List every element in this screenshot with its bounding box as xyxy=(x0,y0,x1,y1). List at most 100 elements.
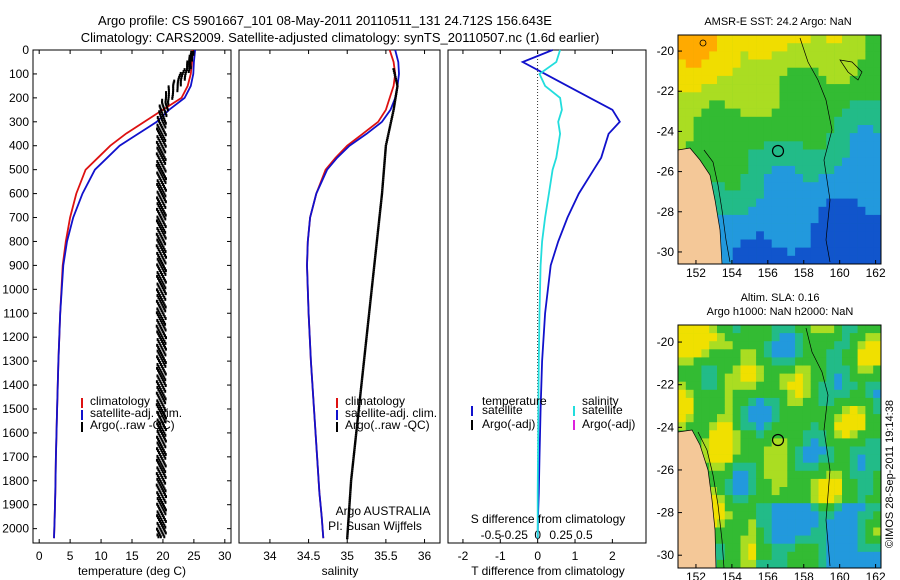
map-field-cell xyxy=(795,239,804,248)
map-field-cell xyxy=(724,116,733,126)
map-field-cell xyxy=(748,255,757,265)
map-field-cell xyxy=(787,92,796,101)
lat-tick-label: -20 xyxy=(657,335,675,349)
map-field-cell xyxy=(834,389,843,399)
map-field-cell xyxy=(857,438,866,447)
map-field-cell xyxy=(802,559,811,569)
map-field-cell xyxy=(701,341,710,350)
argo-sample-mark xyxy=(162,104,165,108)
argo-sample-mark xyxy=(163,326,166,330)
map-field-cell xyxy=(818,495,827,504)
argo-sample-mark xyxy=(350,474,353,477)
map-field-cell xyxy=(732,333,741,342)
argo-sample-mark xyxy=(394,96,397,99)
map-field-cell xyxy=(873,149,882,158)
map-field-cell xyxy=(756,92,765,101)
map-field-cell xyxy=(857,206,866,216)
map-field-cell xyxy=(873,231,882,240)
map-field-cell xyxy=(771,551,780,561)
map-field-cell xyxy=(740,141,749,150)
map-field-cell xyxy=(748,206,757,216)
argo-sample-mark xyxy=(162,385,165,389)
argo-sample-mark xyxy=(178,75,181,79)
map-field-cell xyxy=(685,406,694,415)
map-field-cell xyxy=(701,333,710,342)
depth-tick-label: 0 xyxy=(22,43,29,57)
argo-sample-mark xyxy=(157,345,160,349)
map-field-cell xyxy=(693,125,702,134)
argo-sample-mark xyxy=(156,485,159,489)
argo-sample-mark xyxy=(157,137,160,141)
argo-sample-mark xyxy=(380,190,384,193)
map-field-cell xyxy=(873,503,882,512)
map-field-cell xyxy=(740,35,749,44)
map-field-cell xyxy=(740,231,749,240)
map-field-cell xyxy=(709,75,718,85)
argo-sample-mark xyxy=(183,68,186,72)
map-field-cell xyxy=(709,365,718,374)
map-field-cell xyxy=(865,535,874,544)
argo-sample-mark xyxy=(159,435,162,439)
t-difference-xlabel: T difference from climatology xyxy=(471,564,625,578)
map-field-cell xyxy=(873,182,882,191)
map-field-cell xyxy=(748,174,757,183)
argo-sample-mark xyxy=(164,305,167,309)
map-field-cell xyxy=(810,511,819,520)
argo-sample-mark xyxy=(176,81,179,85)
argo-sample-mark xyxy=(164,230,167,234)
map-field-cell xyxy=(748,373,757,382)
map-field-cell xyxy=(818,406,827,415)
argo-sample-mark xyxy=(376,230,380,233)
map-field-cell xyxy=(787,325,796,334)
map-field-cell xyxy=(865,438,874,447)
argo-sample-mark xyxy=(162,405,165,409)
map-field-cell xyxy=(834,349,843,358)
map-field-cell xyxy=(740,349,749,358)
argo-sample-mark xyxy=(389,121,393,124)
argo-sample-mark xyxy=(158,359,161,363)
argo-sample-mark xyxy=(367,317,370,320)
map-field-cell xyxy=(810,438,819,447)
map-field-cell xyxy=(873,381,882,391)
map-field-cell xyxy=(810,35,819,44)
map-field-cell xyxy=(763,75,772,85)
argo-sample-mark xyxy=(163,320,166,324)
temperature-panel: 0100200300400500600700800900100011001200… xyxy=(2,43,646,578)
argo-sample-mark xyxy=(347,521,350,524)
map-field-cell xyxy=(873,206,882,216)
argo-sample-mark xyxy=(346,531,349,534)
map-field-cell xyxy=(795,495,804,504)
map-field-cell xyxy=(740,67,749,77)
map-field-cell xyxy=(818,174,827,183)
map-field-cell xyxy=(810,247,819,257)
argo-sample-mark xyxy=(164,309,167,313)
map-field-cell xyxy=(740,108,749,118)
argo-sample-mark xyxy=(156,326,159,330)
argo-sample-mark xyxy=(158,518,161,522)
map-field-cell xyxy=(779,84,788,93)
map-field-cell xyxy=(865,84,874,93)
legend-argo-label: Argo(..raw -QC) xyxy=(345,418,430,432)
map-field-cell xyxy=(857,108,866,118)
argo-sample-mark xyxy=(159,140,162,144)
map-field-cell xyxy=(818,422,827,431)
map-field-cell xyxy=(849,559,858,569)
map-field-cell xyxy=(834,495,843,504)
map-field-cell xyxy=(787,357,796,366)
lat-tick-label: -28 xyxy=(657,205,675,219)
lon-tick-label: 152 xyxy=(686,266,706,280)
map-field-cell xyxy=(802,223,811,232)
map-field-cell xyxy=(740,223,749,232)
legend-argo-label: Argo(..raw -QC) xyxy=(90,418,175,432)
map-field-cell xyxy=(763,397,772,407)
argo-sample-mark xyxy=(159,221,162,225)
map-field-cell xyxy=(701,100,710,109)
argo-sample-mark xyxy=(161,395,164,399)
map-field-cell xyxy=(779,108,788,118)
argo-sample-mark xyxy=(161,420,164,424)
map-field-cell xyxy=(724,35,733,44)
argo-sample-mark xyxy=(383,154,387,157)
map-field-cell xyxy=(724,333,733,342)
argo-sample-mark xyxy=(350,475,353,478)
map-field-cell xyxy=(701,35,710,44)
